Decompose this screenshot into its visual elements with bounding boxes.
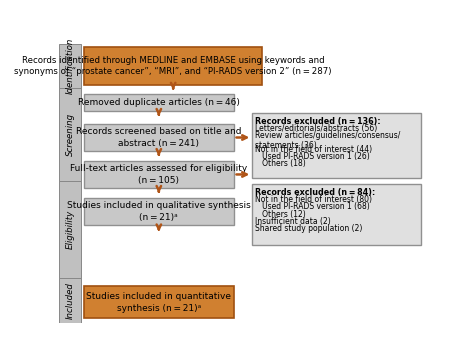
Text: Records excluded (n = 136):: Records excluded (n = 136): — [255, 117, 381, 126]
Text: Eligibility: Eligibility — [65, 210, 74, 249]
Text: Studies included in quantitative
synthesis (n = 21)ᵃ: Studies included in quantitative synthes… — [86, 292, 231, 313]
Text: Included: Included — [65, 282, 74, 319]
Text: Letters/editorials/abstracts (56): Letters/editorials/abstracts (56) — [255, 124, 378, 133]
Text: Removed duplicate articles (n = 46): Removed duplicate articles (n = 46) — [78, 98, 240, 107]
Text: Records excluded (n = 84):: Records excluded (n = 84): — [255, 188, 375, 197]
Text: Used PI-RADS version 1 (68): Used PI-RADS version 1 (68) — [255, 203, 370, 212]
Bar — [84, 124, 234, 151]
Text: Studies included in qualitative synthesis
(n = 21)ᵃ: Studies included in qualitative synthesi… — [67, 201, 251, 222]
Bar — [84, 160, 234, 188]
Text: Shared study population (2): Shared study population (2) — [255, 224, 363, 233]
Bar — [252, 184, 421, 245]
Bar — [84, 94, 234, 111]
Text: Full-text articles assessed for eligibility
(n = 105): Full-text articles assessed for eligibil… — [70, 164, 247, 185]
Text: Others (18): Others (18) — [255, 159, 306, 168]
Text: Insufficient data (2): Insufficient data (2) — [255, 217, 331, 226]
Text: Others (12): Others (12) — [255, 209, 306, 219]
Bar — [84, 46, 262, 85]
Bar — [84, 197, 234, 225]
Text: Identification: Identification — [65, 38, 74, 94]
Text: Review articles/guidelines/consensus/
statements (36): Review articles/guidelines/consensus/ st… — [255, 131, 401, 150]
Text: Screening: Screening — [65, 113, 74, 156]
Bar — [59, 44, 81, 88]
Text: Used PI-RADS version 1 (26): Used PI-RADS version 1 (26) — [255, 152, 370, 161]
Bar — [252, 113, 421, 178]
Text: Records identified through MEDLINE and EMBASE using keywords and
synonyms of “pr: Records identified through MEDLINE and E… — [14, 56, 332, 76]
Text: Not in the field of interest (80): Not in the field of interest (80) — [255, 195, 372, 204]
Bar — [59, 88, 81, 181]
Bar — [84, 286, 234, 318]
Text: Records screened based on title and
abstract (n = 241): Records screened based on title and abst… — [76, 127, 242, 148]
Text: Not in the field of interest (44): Not in the field of interest (44) — [255, 145, 373, 154]
Bar — [59, 278, 81, 323]
Bar — [59, 181, 81, 278]
